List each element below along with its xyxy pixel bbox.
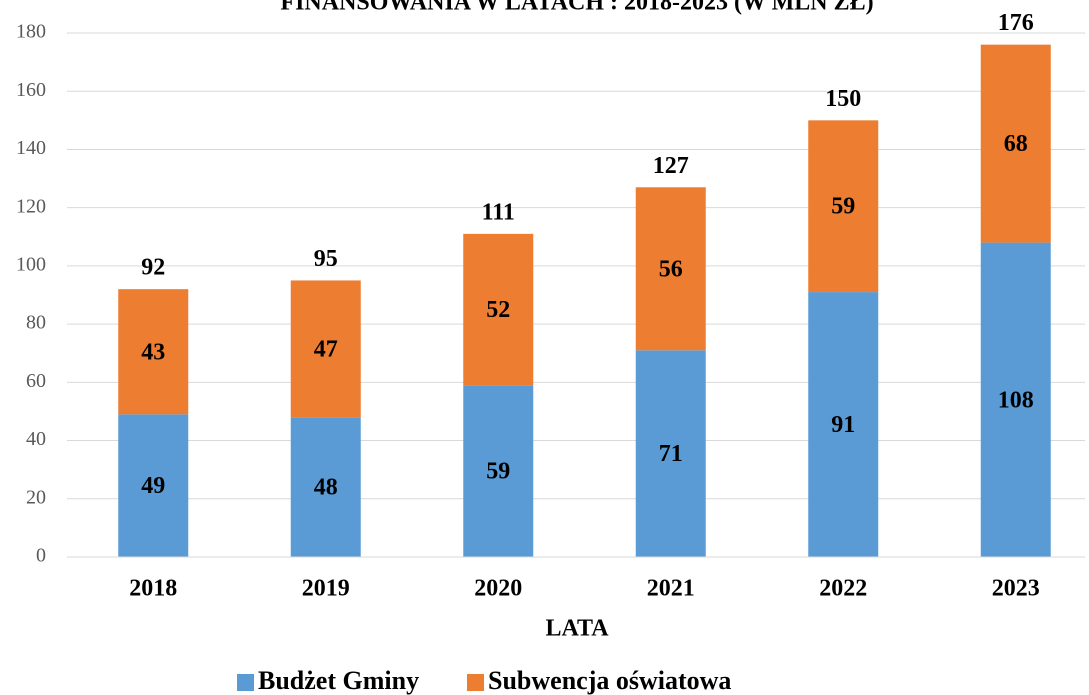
y-tick-label: 160 (16, 79, 46, 101)
bar-segment (980, 44, 1051, 243)
total-label: 127 (653, 153, 689, 179)
bar-segment (808, 120, 879, 293)
bar-segment (118, 289, 189, 415)
x-axis-label: LATA (545, 616, 609, 642)
legend-label: Budżet Gminy (258, 666, 419, 695)
chart-title: FINANSOWANIA W LATACH : 2018-2023 (W MLN… (280, 0, 873, 16)
x-tick-label: 2022 (819, 576, 867, 602)
bar-segment (808, 292, 879, 557)
y-tick-label: 140 (16, 137, 46, 159)
y-tick-label: 0 (36, 545, 46, 567)
legend-label: Subwencja oświatowa (488, 666, 731, 695)
bar-segment (290, 280, 361, 418)
bar-segment (118, 414, 189, 557)
data-label: 108 (998, 387, 1034, 413)
total-label: 176 (998, 10, 1034, 36)
data-label: 52 (486, 297, 510, 323)
data-label: 47 (314, 336, 338, 362)
total-label: 95 (314, 246, 338, 272)
x-tick-label: 2021 (647, 576, 695, 602)
bar-segment (635, 350, 706, 557)
y-tick-label: 80 (26, 312, 46, 334)
x-tick-label: 2023 (992, 576, 1040, 602)
x-tick-label: 2020 (474, 576, 522, 602)
data-label: 59 (486, 459, 510, 485)
data-label: 56 (659, 256, 683, 282)
total-label: 150 (825, 86, 861, 112)
data-label: 59 (831, 194, 855, 220)
y-tick-label: 100 (16, 253, 46, 275)
bar-segment (290, 417, 361, 557)
legend-swatch (237, 674, 254, 691)
x-tick-label: 2018 (129, 576, 177, 602)
y-tick-label: 180 (16, 21, 46, 43)
y-tick-label: 20 (26, 486, 46, 508)
y-tick-label: 60 (26, 370, 46, 392)
data-label: 49 (141, 473, 165, 499)
data-label: 43 (141, 339, 165, 365)
data-label: 71 (659, 441, 683, 467)
x-tick-label: 2019 (302, 576, 350, 602)
data-label: 48 (314, 475, 338, 501)
data-label: 68 (1004, 131, 1028, 157)
data-label: 91 (831, 412, 855, 438)
bar-segment (635, 187, 706, 351)
y-tick-label: 40 (26, 428, 46, 450)
total-label: 111 (482, 199, 515, 225)
total-label: 92 (141, 255, 165, 281)
bar-segment (463, 385, 534, 557)
bar-segment (463, 233, 534, 386)
legend-swatch (467, 674, 484, 691)
bar-segment (980, 242, 1051, 557)
y-tick-label: 120 (16, 195, 46, 217)
